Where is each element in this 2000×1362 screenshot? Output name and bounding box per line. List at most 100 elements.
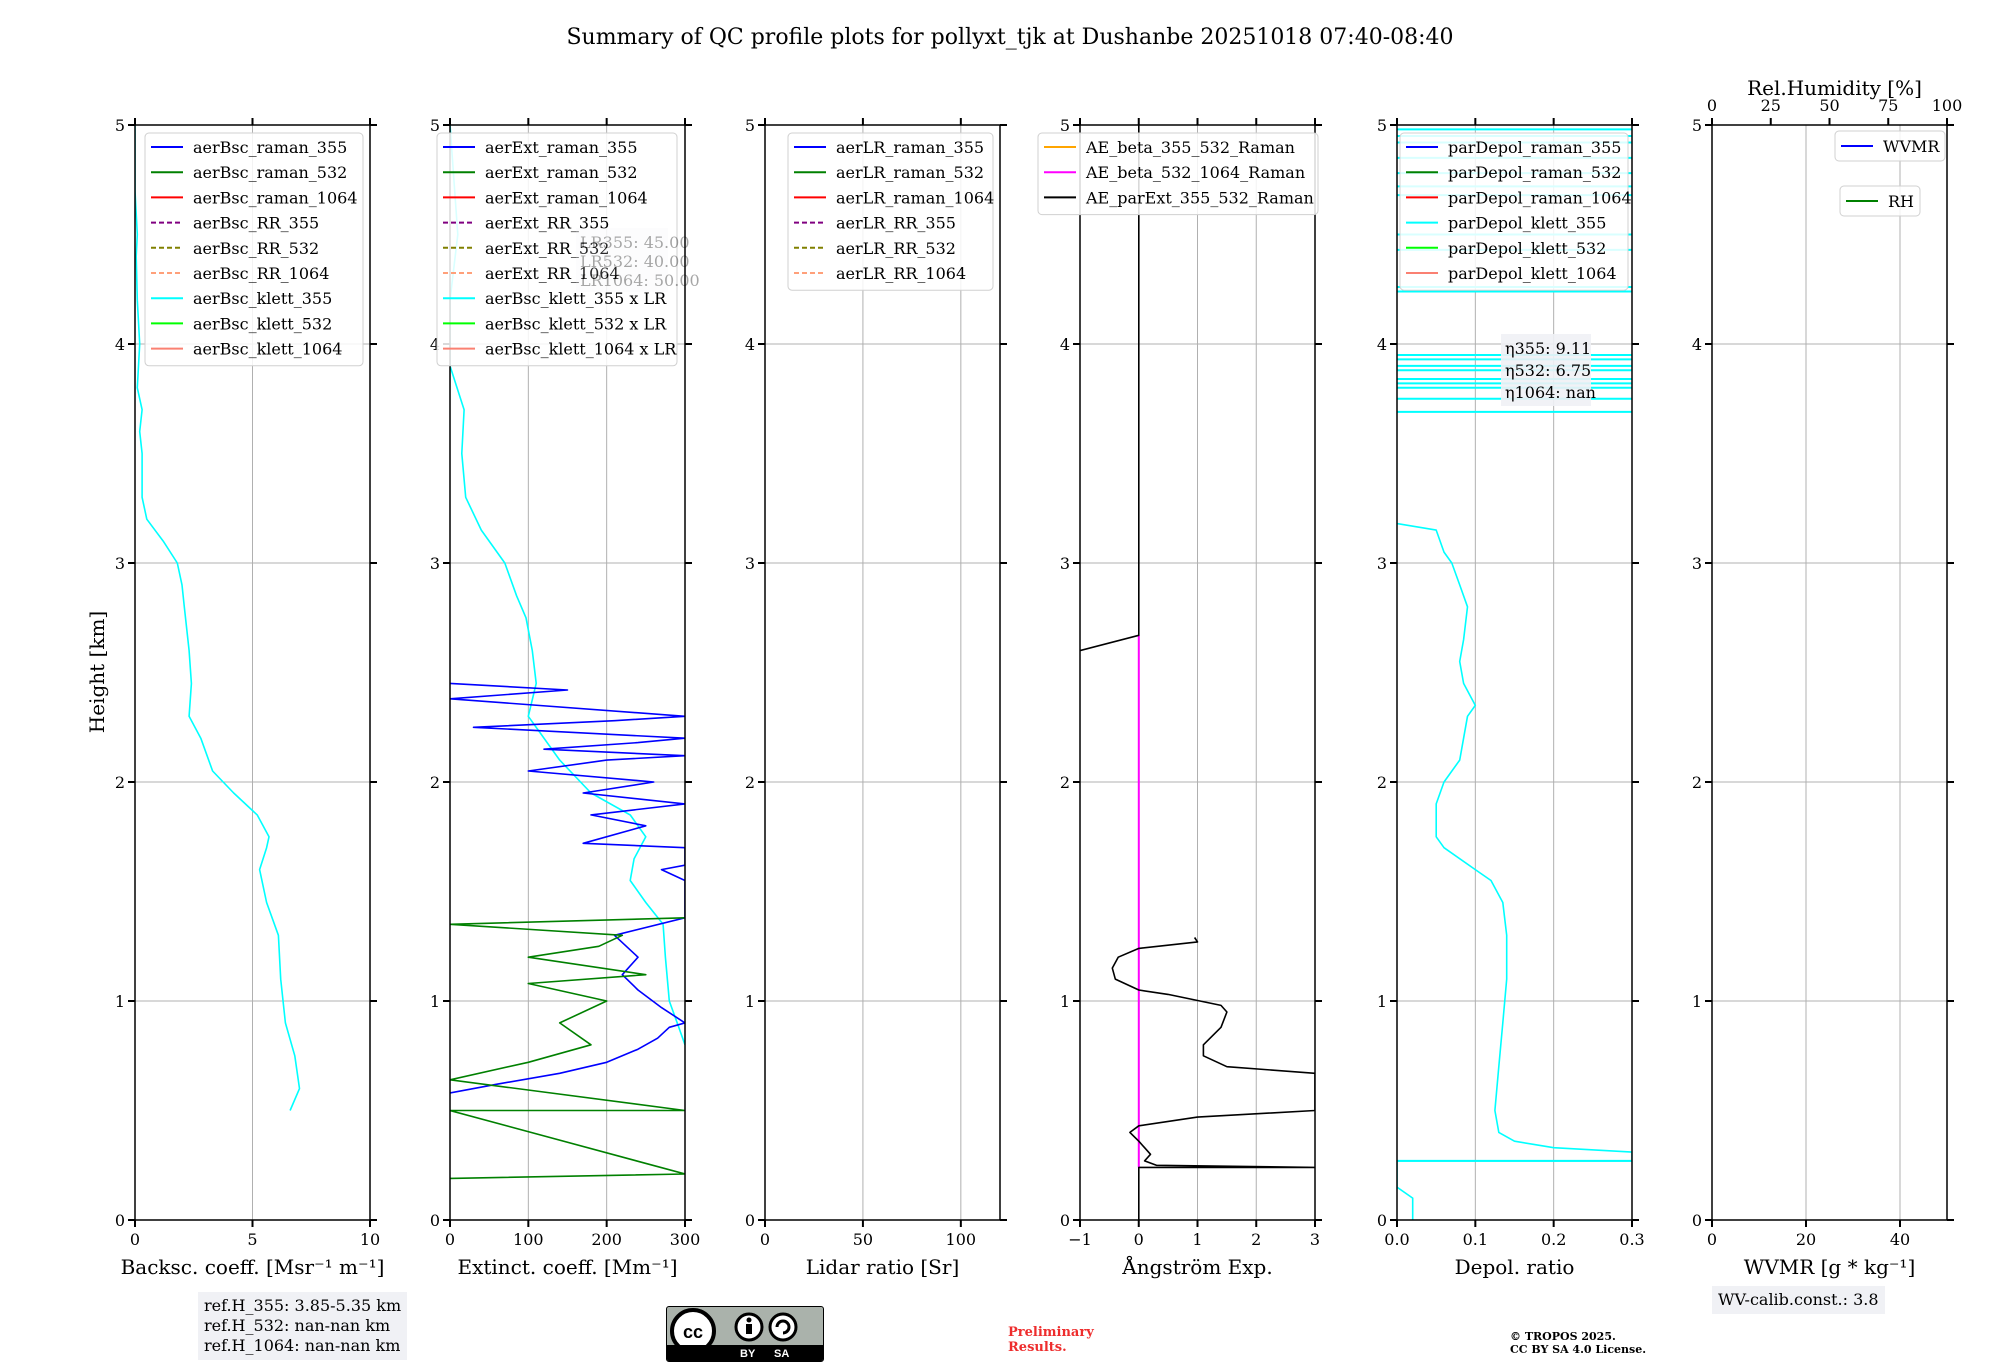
x-tick-label: 300 [670,1230,701,1249]
y-tick-label: 5 [1692,116,1702,135]
y-tick-label: 4 [430,335,440,354]
x-tick-label: 3 [1310,1230,1320,1249]
eta-annotation: η355: 9.11 η532: 6.75 η1064: nan [1501,334,1596,406]
y-tick-label: 5 [1060,116,1070,135]
axes-frame [764,124,1001,1221]
series-AE_parExt_355_532_Raman [1111,937,1315,1220]
annotation-line: η1064: nan [1505,383,1596,402]
legend-label: aerBsc_RR_355 [193,214,319,233]
y-tick-label: 2 [1692,773,1702,792]
legend-label: aerBsc_raman_355 [193,138,347,157]
series-group [135,125,301,1111]
annotation-line: η355: 9.11 [1505,339,1591,358]
series-parDepol_klett_355 [1397,522,1632,1220]
legend-label: AE_beta_355_532_Raman [1085,138,1295,157]
x-tick-label: 100 [946,1230,977,1249]
legend-label: AE_beta_532_1064_Raman [1085,163,1305,182]
legend-label: aerBsc_klett_532 [193,314,332,333]
copyright-line-1: © TROPOS 2025. [1510,1330,1616,1343]
cc-icon: cc [670,1308,798,1354]
legend-label: WVMR [1883,137,1940,156]
y-tick-label: 5 [745,116,755,135]
x-tick-label: 50 [853,1230,873,1249]
y-tick-label: 3 [1692,554,1702,573]
panel-backscatter: 0 5 10 0 1 2 3 4 5 Backsc. coeff. [Msr⁻¹ m⁻¹] aerB… [115,116,385,1279]
legend-label: aerLR_RR_1064 [836,264,966,283]
y-tick-label: 4 [115,335,125,354]
annotation-line: LR1064: 50.00 [580,271,700,290]
x-tick-label: 40 [1890,1230,1910,1249]
x-tick-label: 0 [1707,1230,1717,1249]
legend-label: aerBsc_klett_355 [193,289,332,308]
legend-label: aerBsc_raman_1064 [193,188,358,207]
series-aerBsc_klett_355 x LR [450,125,685,1046]
reference-height-box: ref.H_355: 3.85-5.35 km ref.H_532: nan-n… [198,1292,408,1360]
legend-box [787,132,994,291]
series-AE_parExt_355_532_Raman_upper [1080,125,1140,652]
series-aerExt_raman_532 [450,917,685,1180]
legend-RH: RH [1839,185,1921,217]
legend-label: RH [1888,192,1914,211]
legend: parDepol_raman_355 parDepol_raman_532 parD… [1399,132,1632,291]
x-top-tick-label: 100 [1932,96,1963,115]
x-tick-label: 0 [760,1230,770,1249]
panel-extinction: 0 100 200 300 0 1 2 3 4 5 Extinct. coeff. [Mm⁻¹] ae… [430,116,700,1279]
wv-calib-constant: WV-calib.const.: 3.8 [1718,1290,1879,1309]
annotation-line: LR355: 45.00 [580,233,690,252]
legend-label: aerBsc_klett_355 x LR [485,289,667,308]
legend-label: parDepol_raman_532 [1448,163,1621,182]
y-tick-label: 4 [1377,335,1387,354]
x-tick-label: 20 [1796,1230,1816,1249]
y-tick-label: 4 [1692,335,1702,354]
legend-label: aerExt_RR_532 [485,239,609,258]
legend-WVMR: WVMR [1834,130,1946,162]
x-tick-label: 0.1 [1463,1230,1488,1249]
x-tick-label: 200 [591,1230,622,1249]
cc-text: cc [683,1322,703,1342]
copyright-line-2: CC BY SA 4.0 License. [1510,1343,1647,1356]
y-tick-label: 1 [1060,992,1070,1011]
legend: aerExt_raman_355 aerExt_raman_532 aerExt_r… [436,132,678,367]
legend-label: aerLR_raman_355 [836,138,984,157]
legend-label: aerBsc_klett_532 x LR [485,314,667,333]
x-tick-label: 2 [1251,1230,1261,1249]
wv-calibration-box: WV-calib.const.: 3.8 [1712,1286,1885,1314]
y-tick-label: 0 [1377,1211,1387,1230]
legend-box [1037,132,1319,216]
legend-label: aerLR_raman_1064 [836,188,994,207]
legend-label: parDepol_klett_532 [1448,239,1606,258]
series-aerBsc_klett_355 [135,125,301,1111]
y-tick-label: 1 [745,992,755,1011]
y-tick-label: 2 [115,773,125,792]
legend-label: aerLR_RR_355 [836,214,956,233]
ref-height-1064: ref.H_1064: nan-nan km [204,1336,401,1355]
legend-box [1839,185,1921,217]
y-tick-label: 5 [430,116,440,135]
legend: aerLR_raman_355 aerLR_raman_532 aerLR_rama… [787,132,994,291]
cc-license-badge: cc BY SA [666,1306,824,1362]
y-tick-label: 3 [115,554,125,573]
cc-by-label: BY [740,1348,756,1360]
x-tick-label: 0.2 [1541,1230,1566,1249]
series-aerExt_raman_355 [450,682,685,1094]
x-top-tick-label: 25 [1761,96,1781,115]
panel-depol: 0.0 0.1 0.2 0.3 0 1 2 3 4 5 Depol. ratio parDepol_r… [1377,116,1645,1279]
legend-label: aerLR_raman_532 [836,163,984,182]
legend-label: aerBsc_RR_1064 [193,264,329,283]
legend: aerBsc_raman_355 aerBsc_raman_532 aerBsc_r… [144,132,364,367]
y-tick-label: 2 [745,773,755,792]
x-tick-label: 0 [130,1230,140,1249]
x-tick-label: 10 [360,1230,380,1249]
legend-label: aerExt_RR_1064 [485,264,620,283]
legend-label: aerExt_raman_355 [485,138,638,157]
legend-box [1399,132,1629,291]
x-tick-label: 0 [1134,1230,1144,1249]
y-tick-label: 1 [1692,992,1702,1011]
y-tick-label: 0 [115,1211,125,1230]
legend-label: aerBsc_RR_532 [193,239,319,258]
legend-label: aerExt_raman_1064 [485,188,648,207]
x-axis-label: Extinct. coeff. [Mm⁻¹] [457,1255,677,1279]
x-tick-label: 0.0 [1384,1230,1409,1249]
